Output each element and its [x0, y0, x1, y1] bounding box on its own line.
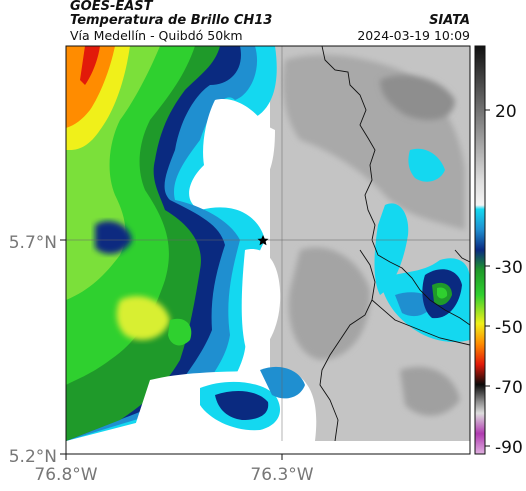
colorbar-tick-label: -90 — [495, 438, 523, 458]
x-tick-label: 76.8°W — [34, 465, 97, 485]
colorbar: 20 -30 -50 -70 -90 — [474, 45, 523, 458]
agency-label: SIATA — [429, 13, 470, 28]
y-tick-label: 5.7°N — [9, 233, 57, 253]
brightness-temperature-field — [66, 46, 470, 454]
colorbar-tick-label: -50 — [495, 318, 523, 338]
datetime-label: 2024-03-19 10:09 — [357, 28, 470, 43]
map-border — [65, 45, 471, 455]
colorbar-tick-label: 20 — [495, 102, 517, 122]
y-tick-label: 5.2°N — [9, 447, 57, 467]
route-subtitle: Vía Medellín - Quibdó 50km — [70, 28, 243, 43]
satellite-title: GOES-EAST — [70, 0, 153, 14]
star-icon — [257, 235, 269, 246]
colorbar-tick-label: -30 — [495, 258, 523, 278]
colorbar-tick-label: -70 — [495, 378, 523, 398]
product-title: Temperatura de Brillo CH13 — [70, 13, 273, 28]
x-tick-label: 76.3°W — [250, 465, 313, 485]
